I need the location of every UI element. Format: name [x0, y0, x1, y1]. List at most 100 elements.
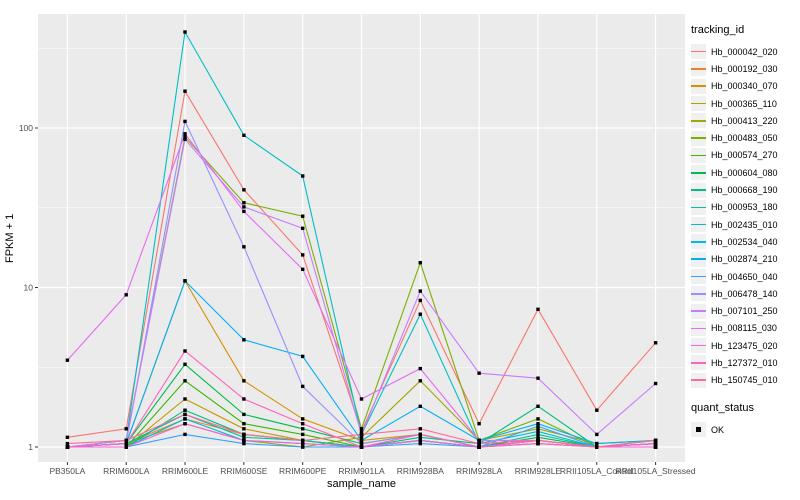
- line-swatch-icon: [691, 85, 706, 88]
- data-point: [536, 427, 540, 431]
- data-point: [242, 441, 246, 446]
- data-point: [418, 289, 422, 293]
- data-point: [359, 429, 364, 434]
- legend-item-label: Hb_127372_010: [711, 357, 778, 368]
- legend-key: [691, 320, 706, 336]
- legend-item: Hb_002874_210: [691, 251, 799, 268]
- data-point: [183, 30, 187, 34]
- line-swatch-icon: [691, 293, 706, 295]
- y-tick-label: 100: [19, 123, 33, 133]
- data-point: [359, 427, 364, 431]
- line-swatch-icon: [691, 310, 706, 312]
- data-point: [536, 422, 540, 426]
- x-tick-label: RRII105LA_Control: [560, 466, 634, 476]
- data-point: [242, 422, 246, 426]
- legend-item: Hb_000413_220: [691, 112, 799, 129]
- line-swatch-icon: [691, 68, 706, 70]
- data-point: [124, 293, 128, 297]
- square-point-icon: [696, 427, 701, 432]
- data-point: [595, 432, 599, 437]
- data-point: [536, 417, 540, 421]
- data-point: [183, 137, 187, 141]
- data-point: [183, 408, 187, 412]
- legend2-title: quant_status: [691, 401, 754, 414]
- data-point: [65, 445, 70, 449]
- legend-item-label: Hb_002435_010: [711, 219, 778, 230]
- line-swatch-icon: [691, 189, 706, 191]
- x-tick-label: RRIM928BA: [397, 466, 445, 476]
- legend-item-label: Hb_007101_250: [711, 306, 778, 317]
- data-point: [418, 298, 422, 303]
- legend-key: [691, 147, 706, 163]
- data-point: [536, 307, 540, 311]
- x-axis-title: sample_name: [326, 478, 397, 490]
- x-tick-label: RRIM901LA: [338, 466, 385, 476]
- data-point: [653, 445, 658, 449]
- legend-item-label: Hb_002874_210: [711, 254, 778, 265]
- legend-key: [691, 355, 706, 371]
- legend-key: [691, 182, 706, 198]
- legend-item: Hb_008115_030: [691, 320, 799, 337]
- legend-key: [691, 165, 706, 181]
- legend-item-label: Hb_000365_110: [711, 98, 777, 109]
- y-tick-label: 10: [24, 283, 34, 293]
- legend-title: tracking_id: [691, 24, 745, 36]
- legend-item: Hb_000604_080: [691, 164, 799, 181]
- line-swatch-icon: [691, 344, 706, 347]
- data-point: [595, 445, 599, 449]
- data-point: [242, 397, 246, 401]
- legend-item: Hb_002435_010: [691, 216, 799, 233]
- legend-key: [691, 422, 706, 438]
- data-point: [359, 438, 364, 443]
- data-point: [418, 312, 422, 316]
- line-swatch-icon: [691, 137, 706, 139]
- legend-key: [691, 113, 706, 129]
- legend-item-label: Hb_004650_040: [711, 271, 778, 282]
- legend-item-label: Hb_006478_140: [711, 288, 778, 299]
- x-tick-label: RRII105LA_Stressed: [616, 466, 696, 476]
- data-point: [65, 435, 70, 439]
- data-point: [653, 438, 658, 443]
- legend-item-label: Hb_000668_190: [711, 185, 778, 196]
- data-point: [418, 432, 422, 437]
- line-swatch-icon: [691, 362, 706, 364]
- line-swatch-icon: [691, 223, 706, 226]
- legend-item: Hb_123475_020: [691, 337, 799, 354]
- y-tick-label: 1: [28, 442, 33, 452]
- data-point: [242, 412, 246, 417]
- data-point: [301, 253, 305, 257]
- line-swatch-icon: [691, 102, 706, 105]
- x-tick-label: RRIM600SE: [220, 466, 268, 476]
- line-swatch-icon: [691, 241, 706, 243]
- legend-item-label: Hb_000604_080: [711, 167, 778, 178]
- line-swatch-icon: [691, 154, 706, 157]
- x-tick-label: RRIM928LA: [456, 466, 503, 476]
- line-swatch-icon: [691, 258, 706, 260]
- legend-item-label: Hb_000953_180: [711, 202, 778, 213]
- x-tick-label: RRIM600LE: [162, 466, 209, 476]
- data-point: [301, 441, 305, 446]
- legend-key: [691, 372, 706, 388]
- legend-key: [691, 269, 706, 284]
- data-point: [65, 441, 70, 446]
- legend-item-label: Hb_000413_220: [711, 115, 778, 126]
- legend-item: OK: [691, 421, 799, 438]
- data-point: [301, 417, 305, 421]
- data-point: [242, 205, 246, 209]
- data-point: [183, 397, 187, 401]
- legend-item: Hb_000953_180: [691, 199, 799, 216]
- data-point: [183, 417, 187, 421]
- data-point: [477, 371, 481, 375]
- data-point: [477, 422, 481, 426]
- data-point: [124, 445, 128, 449]
- legend-tracking-id: tracking_id Hb_000042_020 Hb_000192_030 Hb…: [691, 24, 799, 438]
- data-point: [536, 429, 540, 434]
- line-swatch-icon: [691, 275, 706, 278]
- data-point: [183, 279, 187, 283]
- data-point: [653, 441, 658, 446]
- data-point: [359, 445, 364, 449]
- legend-item-label: Hb_150745_010: [711, 375, 778, 386]
- legend-key: [691, 130, 706, 146]
- data-point: [242, 133, 246, 137]
- legend-item: Hb_004650_040: [691, 268, 799, 285]
